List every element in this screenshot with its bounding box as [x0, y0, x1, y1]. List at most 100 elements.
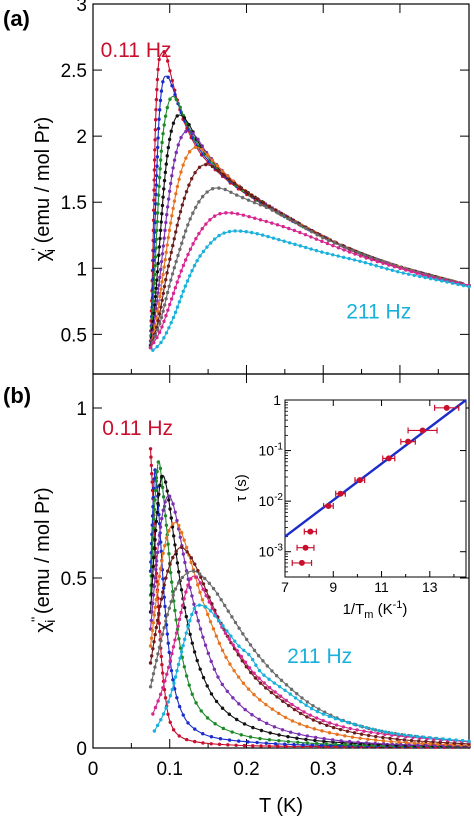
panel-b-series-5-point: [216, 675, 220, 679]
panel-a-series-7-point: [159, 305, 163, 309]
panel-b-series-5-point: [243, 707, 247, 712]
panel-b-series-4-point: [184, 614, 189, 619]
panel-a-series-10-point: [369, 262, 373, 266]
panel-a-series-10-point: [183, 284, 188, 288]
panel-b-series-5-point: [322, 737, 326, 741]
panel-b-series-5-point: [150, 610, 154, 614]
panel-b-series-4-point: [150, 574, 155, 578]
panel-b-ylabel-main: χ: [32, 622, 54, 633]
panel-b-series-9-point: [362, 729, 366, 733]
panel-a-series-5-point: [165, 205, 170, 209]
panel-a-annotation-1: 0.11 Hz: [101, 39, 172, 62]
panel-b-series-6-point: [277, 711, 281, 716]
panel-b-series-10-point: [213, 614, 217, 618]
panel-a-series-9-point: [173, 286, 178, 290]
panel-a-series-1-line: [150, 51, 470, 341]
panel-b-series-8-point: [162, 626, 166, 630]
panel-b-series-9-point: [314, 716, 319, 720]
panel-b-series-3-point: [334, 742, 338, 747]
panel-a-series-1-point: [157, 57, 161, 62]
panel-b-series-6-point: [156, 582, 161, 586]
panel-b-series-9-point: [165, 672, 169, 676]
panel-a-series-6-point: [157, 302, 161, 306]
panel-b-ytick-label: 1: [76, 399, 87, 420]
panel-a-series-3-point: [154, 246, 158, 250]
panel-b-series-6-point: [150, 628, 155, 633]
panel-b-series-6-point: [217, 641, 222, 645]
panel-b-series-6-point: [214, 634, 219, 638]
panel-b-series-10-point: [182, 637, 187, 642]
panel-a-series-3-point: [158, 167, 162, 171]
panel-b-series-10-point: [352, 722, 356, 726]
panel-b-series-9-point: [239, 654, 244, 659]
panel-b-series-9-point: [334, 723, 339, 727]
panel-b-series-7-point: [431, 740, 435, 744]
panel-a-series-1-point: [152, 198, 156, 202]
panel-a-series-4-point: [158, 228, 163, 233]
panel-a-series-6-point: [184, 156, 188, 160]
panel-b-series-6-point: [151, 621, 156, 625]
panel-b-series-8-point: [265, 664, 270, 668]
panel-a-series-7-point: [261, 201, 266, 205]
panel-b-series-2-point: [161, 577, 165, 581]
panel-a-series-7-point: [160, 298, 164, 302]
panel-b-series-5-point: [280, 728, 285, 732]
panel-a-series-10-point: [173, 310, 178, 315]
panel-b-series-8-point: [151, 671, 156, 676]
panel-b-series-3-point: [152, 507, 157, 512]
panel-a-series-8-point: [270, 208, 274, 212]
panel-b-series-7-point: [204, 588, 208, 593]
panel-b-series-9-point: [376, 731, 380, 736]
panel-a-series-8-line: [150, 187, 470, 348]
panel-b-series-10-point: [225, 629, 229, 633]
panel-a-series-3-point: [154, 237, 159, 241]
panel-a-series-4-point: [161, 195, 165, 199]
panel-b-series-6-point: [236, 675, 241, 679]
panel-a-series-9-point: [177, 274, 181, 279]
inset-point: [407, 427, 438, 434]
panel-b-series-7-point: [253, 676, 258, 680]
panel-a-series-10-point: [238, 229, 243, 233]
panel-b-series-9-point: [194, 575, 199, 579]
panel-a-series-10-point: [341, 255, 346, 260]
panel-b-series-8-point: [237, 626, 241, 630]
panel-b-series-2-point: [218, 737, 223, 741]
panel-b-series-10-point: [441, 737, 445, 741]
panel-b-series-3-point: [239, 733, 243, 737]
panel-b-series-10-point: [293, 696, 298, 700]
panel-b-series-4-point: [152, 555, 156, 560]
panel-b-series-8-point: [167, 606, 171, 610]
panel-a-series-9-point: [364, 256, 368, 260]
panel-a-series-10-point: [379, 265, 384, 269]
panel-a-annotations: 0.11 Hz 211 Hz: [101, 39, 412, 324]
panel-b-series-10-point: [383, 730, 388, 734]
panel-a-series-9-point: [162, 319, 166, 324]
inset-xtick-label: 13: [422, 579, 438, 595]
panel-b-series-7-point: [152, 639, 156, 644]
panel-b-series-4-point: [220, 706, 225, 710]
panel-b-series-10-point: [208, 609, 213, 613]
panel-a-series-6-point: [193, 145, 198, 149]
panel-b-series-6-point: [167, 528, 171, 533]
panel-b-series-10-point: [288, 692, 292, 696]
panel-a-series-10-point: [190, 268, 194, 273]
panel-b-series-2-point: [163, 604, 167, 609]
panel-b-series-10-point: [428, 736, 433, 740]
panel-b-series-5-point: [399, 742, 403, 747]
panel-a-ytick-label: 1.5: [61, 193, 87, 214]
panel-b-series-5-point: [149, 618, 153, 623]
panel-b-series-4-point: [163, 480, 168, 484]
panel-a-series-10-point: [209, 241, 213, 245]
panel-b-series-3-point: [258, 736, 262, 741]
panel-b-series-5-point: [390, 742, 394, 746]
panel-a-ytick-label: 3: [76, 0, 87, 16]
panel-a-series-10-point: [363, 260, 368, 265]
panel-b-series-10-point: [321, 712, 326, 716]
panel-a-series-10-point: [171, 315, 176, 320]
panel-b-series-6-point: [198, 590, 202, 594]
panel-b-series-6-point: [270, 707, 274, 711]
panel-b-series-1-point: [157, 621, 161, 625]
panel-a-series-6-point: [179, 170, 183, 174]
panel-a-series-6-point: [175, 184, 180, 189]
panel-b-series-6-point: [290, 719, 295, 723]
